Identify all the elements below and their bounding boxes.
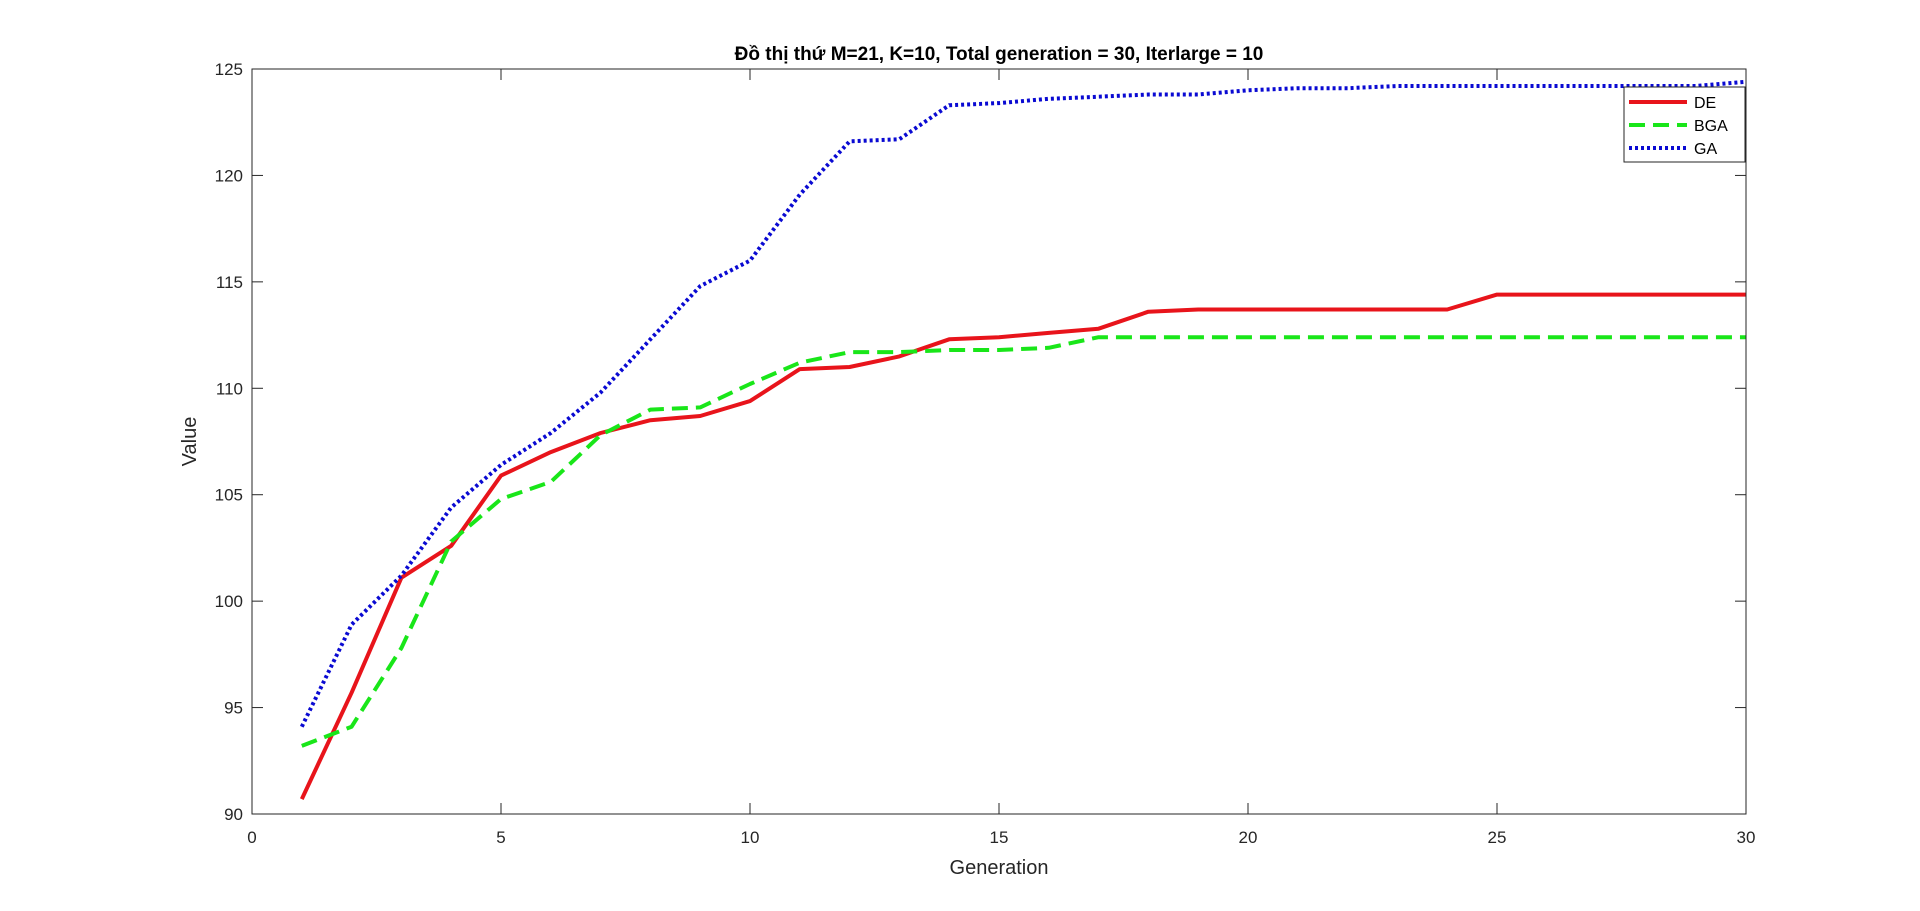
series-layer xyxy=(299,79,1747,800)
y-tick-label: 100 xyxy=(215,592,243,611)
y-tick-label: 120 xyxy=(215,166,243,185)
y-axis-title: Value xyxy=(179,417,201,467)
legend-label-ga: GA xyxy=(1694,141,1717,158)
legend-label-bga: BGA xyxy=(1694,118,1728,135)
x-tick-label: 30 xyxy=(1737,828,1756,847)
y-tick-label: 115 xyxy=(216,273,243,292)
series-line-ga xyxy=(300,79,1747,728)
y-tick-label: 110 xyxy=(216,379,243,398)
legend-label-de: DE xyxy=(1694,95,1716,112)
plot-area xyxy=(252,69,1746,814)
x-tick-label: 15 xyxy=(990,828,1009,847)
y-tick-label: 105 xyxy=(215,486,243,505)
x-tick-label: 25 xyxy=(1488,828,1507,847)
chart-title: Đồ thị thứ M=21, K=10, Total generation … xyxy=(735,44,1264,65)
series-line-bga xyxy=(301,335,1746,748)
x-tick-label: 10 xyxy=(741,828,760,847)
x-axis-title: Generation xyxy=(950,857,1049,879)
y-tick-label: 95 xyxy=(224,699,243,718)
legend: DE BGA GA xyxy=(1623,86,1746,163)
x-tick-label: 5 xyxy=(496,828,505,847)
ticks-layer: 0 5 10 15 20 25 30 90 95 100 105 110 115 120 125 xyxy=(215,60,1756,847)
x-tick-label: 20 xyxy=(1239,828,1258,847)
y-tick-label: 125 xyxy=(215,60,243,79)
y-tick-label: 90 xyxy=(224,805,243,824)
x-tick-label: 0 xyxy=(247,828,256,847)
series-line-de xyxy=(299,292,1746,800)
